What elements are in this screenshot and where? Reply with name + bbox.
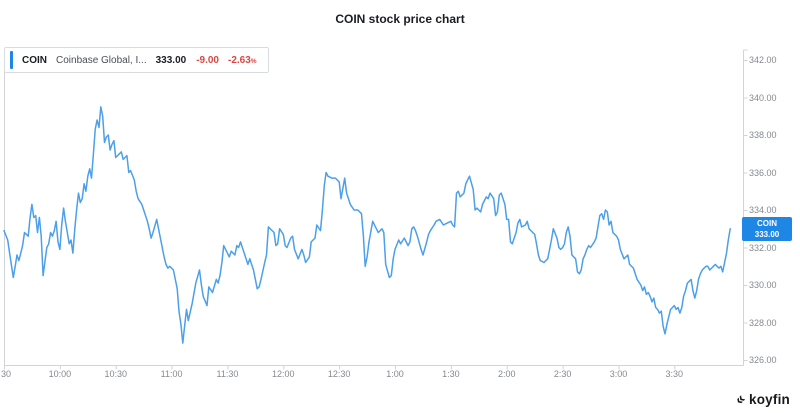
x-axis-label: 11:30 (216, 369, 239, 379)
last-price-badge: COIN 333.00 (742, 217, 792, 241)
y-axis-label: 338.00 (749, 130, 777, 140)
x-axis-label: 1:00 (386, 369, 404, 379)
badge-price: 333.00 (754, 230, 780, 239)
legend-last-price: 333.00 (155, 54, 187, 66)
y-axis-label: 334.00 (749, 205, 777, 215)
y-axis-label: 326.00 (749, 355, 777, 365)
y-axis-label: 336.00 (749, 167, 777, 178)
x-axis-label: 10:00 (48, 369, 72, 379)
chart-legend[interactable]: COIN Coinbase Global, I... 333.00 -9.00 … (4, 47, 269, 73)
legend-company-name: Coinbase Global, I... (56, 54, 147, 66)
chart-plot-area[interactable] (4, 50, 743, 365)
price-line-series (3, 106, 731, 344)
koyfin-logo[interactable]: « koyfin (731, 391, 790, 409)
legend-change-pct: -2.63% (228, 54, 257, 66)
legend-change: -9.00 (196, 54, 219, 66)
x-axis-label: 2:30 (553, 369, 572, 379)
x-axis-label: 10:30 (104, 369, 127, 379)
y-axis-label: 328.00 (749, 317, 777, 328)
y-axis-label: 330.00 (749, 280, 777, 290)
koyfin-wordmark: koyfin (749, 392, 790, 407)
badge-ticker: COIN (757, 219, 777, 228)
page-title: COIN stock price chart (335, 12, 465, 26)
x-axis-label: 12:00 (272, 369, 295, 379)
percent-sign: % (250, 57, 257, 65)
x-axis-label: 11:00 (160, 369, 183, 379)
x-axis-label: 2:00 (497, 369, 516, 379)
y-axis-label: 332.00 (749, 242, 777, 253)
x-axis-label: 1:30 (442, 369, 460, 379)
y-axis-label: 342.00 (749, 55, 777, 65)
x-axis-label: 3:00 (609, 369, 628, 379)
y-axis-label: 340.00 (749, 92, 777, 103)
x-axis-label: 30 (1, 369, 12, 379)
legend-ticker: COIN (22, 54, 47, 66)
x-axis-label: 3:30 (665, 369, 684, 379)
legend-accent-bar (10, 51, 13, 69)
x-axis-label: 12:30 (327, 369, 351, 379)
